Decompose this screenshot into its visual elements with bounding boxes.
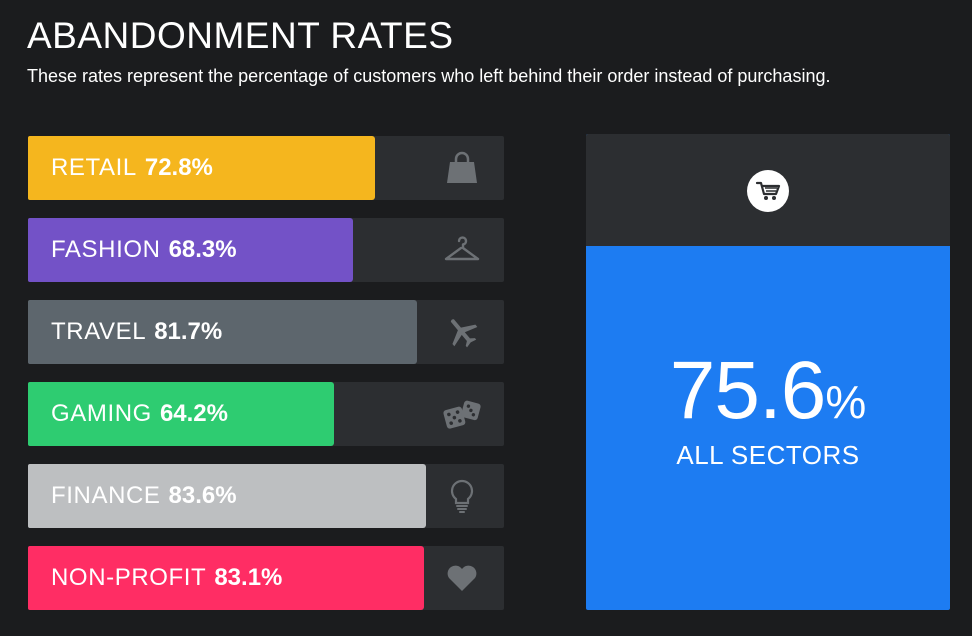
summary-header [586,134,950,246]
shopping-bag-icon [442,150,482,186]
lightbulb-icon [442,478,482,514]
category-label: FASHION [51,236,161,263]
summary-value: 75.6% [586,346,950,447]
value-label: 83.6% [168,482,237,509]
bar-label: TRAVEL 81.7% [51,300,222,364]
bar-label: RETAIL 72.8% [51,136,213,200]
bar-label: FASHION 68.3% [51,218,237,282]
bar-row: NON-PROFIT 83.1% [28,546,504,610]
heart-icon [442,560,482,596]
bar-row: TRAVEL 81.7% [28,300,504,364]
category-label: NON-PROFIT [51,564,207,591]
value-label: 64.2% [159,400,228,427]
bar-label: NON-PROFIT 83.1% [51,546,282,610]
shopping-cart-icon [747,170,789,212]
bar [28,546,424,610]
summary-label: ALL SECTORS [676,440,860,470]
value-label: 72.8% [144,154,213,181]
bar-row: GAMING 64.2% [28,382,504,446]
bar-row: FASHION 68.3% [28,218,504,282]
bar [28,382,334,446]
airplane-icon [442,314,482,350]
category-label: TRAVEL [51,318,147,345]
bar-row: RETAIL 72.8% [28,136,504,200]
value-label: 81.7% [154,318,223,345]
bar-chart: RETAIL 72.8% FASHION 68.3% TRAVEL 81.7% GAMING… [28,136,504,610]
bar [28,464,426,528]
bar [28,218,353,282]
hanger-icon [442,232,482,268]
bar-label: GAMING 64.2% [51,382,228,446]
bar [28,300,417,364]
bar-label: FINANCE 83.6% [51,464,237,528]
value-label: 83.1% [214,564,283,591]
category-label: RETAIL [51,154,137,181]
dice-icon [442,396,482,432]
category-label: FINANCE [51,482,161,509]
value-label: 68.3% [168,236,237,263]
summary-unit: % [825,376,867,428]
chart-subtitle: These rates represent the percentage of … [27,66,831,86]
chart-title: ABANDONMENT RATES [27,15,454,56]
summary-panel: 75.6% ALL SECTORS [586,134,950,610]
bar [28,136,375,200]
category-label: GAMING [51,400,152,427]
bar-row: FINANCE 83.6% [28,464,504,528]
summary-number: 75.6 [669,345,827,436]
